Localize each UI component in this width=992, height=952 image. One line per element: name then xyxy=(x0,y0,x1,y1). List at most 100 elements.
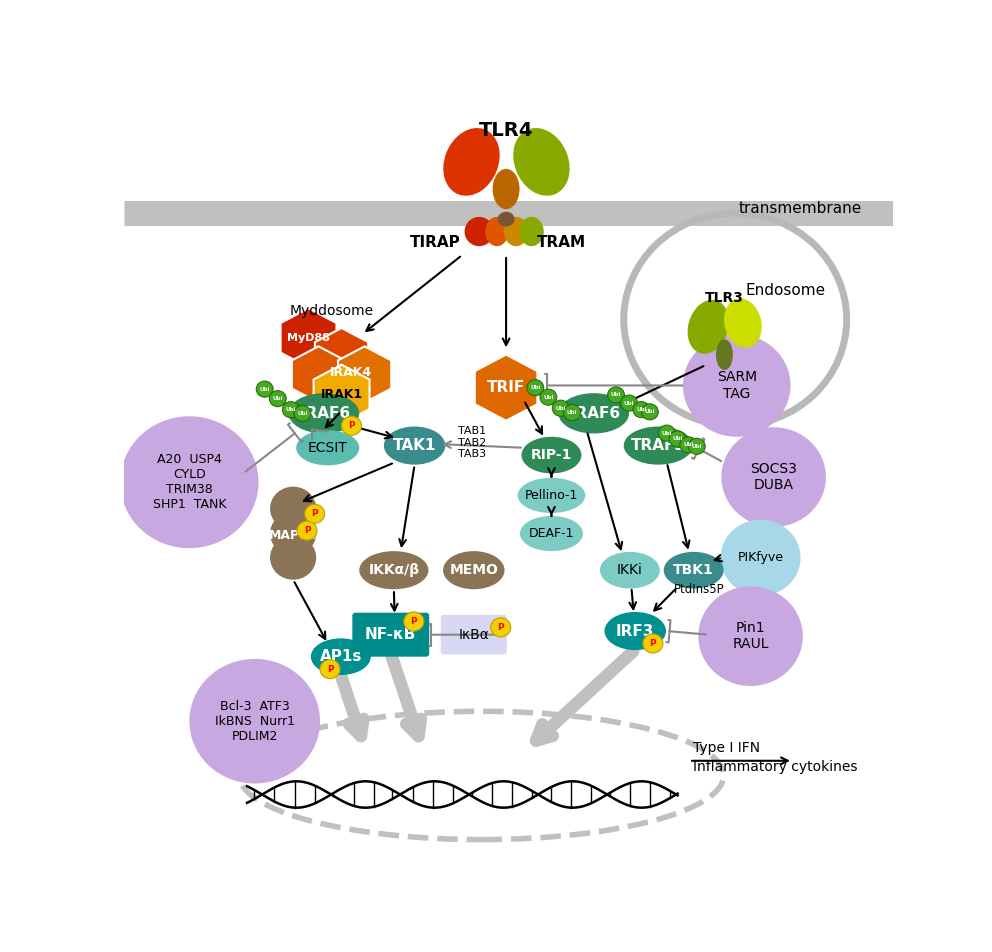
Text: Ubi: Ubi xyxy=(673,436,682,442)
Circle shape xyxy=(341,416,361,435)
Circle shape xyxy=(540,389,557,406)
Text: Ubi: Ubi xyxy=(624,401,634,406)
Polygon shape xyxy=(475,354,538,421)
Text: SOCS3
DUBA: SOCS3 DUBA xyxy=(750,462,798,492)
Polygon shape xyxy=(292,347,345,403)
Ellipse shape xyxy=(443,128,500,196)
Circle shape xyxy=(491,618,511,637)
Circle shape xyxy=(553,400,569,416)
Ellipse shape xyxy=(464,217,494,247)
Circle shape xyxy=(283,402,300,418)
Circle shape xyxy=(688,438,705,454)
Circle shape xyxy=(643,634,663,653)
Polygon shape xyxy=(281,308,336,367)
Text: TAK1: TAK1 xyxy=(393,438,436,453)
Text: ECSIT: ECSIT xyxy=(308,441,347,455)
Text: TRAF6: TRAF6 xyxy=(566,406,621,421)
Ellipse shape xyxy=(522,437,581,473)
Text: Ubi: Ubi xyxy=(645,409,655,414)
Text: MAPKs: MAPKs xyxy=(269,529,317,543)
Text: P: P xyxy=(411,617,418,626)
FancyBboxPatch shape xyxy=(352,613,430,657)
Text: P: P xyxy=(348,422,355,430)
Circle shape xyxy=(270,486,316,530)
Text: IRAK4: IRAK4 xyxy=(329,366,372,379)
Ellipse shape xyxy=(724,299,762,347)
Ellipse shape xyxy=(297,430,359,466)
Text: RIP-1: RIP-1 xyxy=(531,448,572,462)
Text: Pellino-1: Pellino-1 xyxy=(525,489,578,502)
Ellipse shape xyxy=(504,217,529,247)
Text: A20  USP4
CYLD
TRIM38
SHP1  TANK: A20 USP4 CYLD TRIM38 SHP1 TANK xyxy=(153,453,226,511)
Text: Ubi: Ubi xyxy=(611,392,621,398)
Text: Ubi: Ubi xyxy=(273,396,283,401)
Text: TRAM: TRAM xyxy=(537,235,586,249)
Ellipse shape xyxy=(384,426,445,465)
Text: PtdIns5P: PtdIns5P xyxy=(674,583,724,596)
Polygon shape xyxy=(313,365,370,424)
Ellipse shape xyxy=(498,211,515,227)
Text: Bcl-3  ATF3
IkBNS  Nurr1
PDLIM2: Bcl-3 ATF3 IkBNS Nurr1 PDLIM2 xyxy=(214,700,295,743)
Circle shape xyxy=(404,612,424,631)
Text: TLR4: TLR4 xyxy=(479,121,534,140)
Text: transmembrane: transmembrane xyxy=(739,201,862,215)
Text: Ubi: Ubi xyxy=(567,410,577,415)
Text: TBK1: TBK1 xyxy=(674,564,714,577)
Text: Myddosome: Myddosome xyxy=(290,304,373,318)
Ellipse shape xyxy=(520,516,583,551)
Ellipse shape xyxy=(493,169,520,209)
Circle shape xyxy=(720,520,801,596)
Text: PIKfyve: PIKfyve xyxy=(738,551,784,565)
Text: IκBα: IκBα xyxy=(458,627,489,642)
Ellipse shape xyxy=(604,612,666,650)
Text: TIRAP: TIRAP xyxy=(410,235,460,249)
Ellipse shape xyxy=(513,128,569,196)
Circle shape xyxy=(563,405,580,421)
Text: Inflammatory cytokines: Inflammatory cytokines xyxy=(692,760,857,774)
Ellipse shape xyxy=(558,393,629,433)
Text: Ubi: Ubi xyxy=(530,386,541,390)
Circle shape xyxy=(256,381,273,397)
Ellipse shape xyxy=(600,552,660,588)
Ellipse shape xyxy=(624,426,692,465)
Text: Ubi: Ubi xyxy=(260,387,270,391)
Text: Ubi: Ubi xyxy=(662,430,672,436)
Polygon shape xyxy=(314,328,368,385)
Ellipse shape xyxy=(687,300,729,354)
Circle shape xyxy=(120,416,259,548)
Ellipse shape xyxy=(485,217,509,247)
Circle shape xyxy=(305,505,324,524)
Text: P: P xyxy=(311,509,318,518)
Text: Ubi: Ubi xyxy=(286,407,296,412)
Text: AP1s: AP1s xyxy=(319,649,362,664)
Circle shape xyxy=(721,427,826,527)
Circle shape xyxy=(607,387,625,403)
Ellipse shape xyxy=(518,478,585,513)
Polygon shape xyxy=(338,347,391,403)
Text: MEMO: MEMO xyxy=(449,564,498,577)
Text: Ubi: Ubi xyxy=(683,443,693,447)
Circle shape xyxy=(270,511,316,556)
Text: TAB1
TAB2
TAB3: TAB1 TAB2 TAB3 xyxy=(458,426,487,459)
Text: Type I IFN: Type I IFN xyxy=(692,742,760,755)
Text: P: P xyxy=(650,639,657,648)
Text: NF-κB: NF-κB xyxy=(365,627,417,643)
Text: TRAF6: TRAF6 xyxy=(297,406,351,421)
Text: Ubi: Ubi xyxy=(556,406,565,410)
Circle shape xyxy=(294,406,310,422)
Circle shape xyxy=(680,437,696,453)
Circle shape xyxy=(270,536,316,580)
Circle shape xyxy=(642,404,659,420)
Circle shape xyxy=(527,380,544,396)
Text: IRAK1: IRAK1 xyxy=(320,387,363,401)
Ellipse shape xyxy=(519,217,544,247)
Circle shape xyxy=(320,660,340,679)
Text: P: P xyxy=(304,526,310,535)
Circle shape xyxy=(633,402,650,418)
Text: IKKα/β: IKKα/β xyxy=(368,564,420,577)
Ellipse shape xyxy=(359,551,429,589)
Text: IKKi: IKKi xyxy=(617,564,643,577)
Circle shape xyxy=(682,334,791,437)
Text: Ubi: Ubi xyxy=(691,444,702,448)
Text: Ubi: Ubi xyxy=(544,395,554,400)
